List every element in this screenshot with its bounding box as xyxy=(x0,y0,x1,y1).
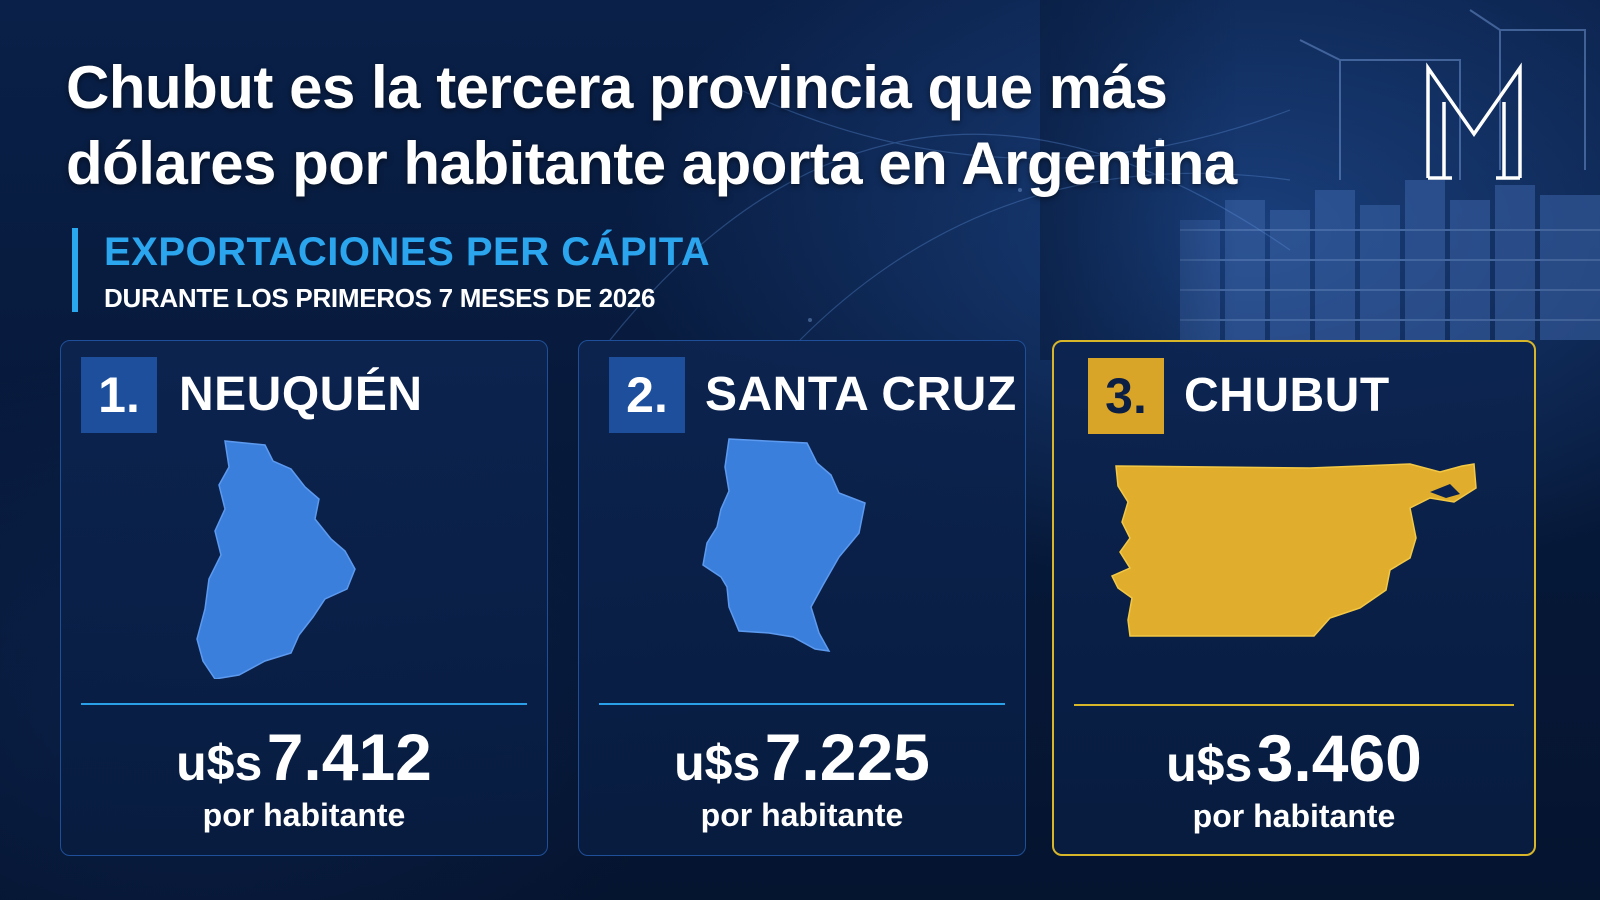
rank-badge: 3. xyxy=(1088,358,1164,434)
currency-label: u$s xyxy=(674,735,761,791)
card-neuquen: 1. NEUQUÉN u$s 7.412 por habitante xyxy=(60,340,548,856)
subtitle-title: EXPORTACIONES PER CÁPITA xyxy=(104,230,711,274)
export-amount: u$s 3.460 xyxy=(1054,718,1534,817)
export-value: 3.460 xyxy=(1256,721,1422,795)
headline-line-2: dólares por habitante aporta en Argentin… xyxy=(66,130,1237,197)
province-name: NEUQUÉN xyxy=(179,368,423,421)
province-name: CHUBUT xyxy=(1184,369,1390,422)
province-name: SANTA CRUZ xyxy=(705,368,1017,421)
export-amount: u$s 7.412 xyxy=(61,717,547,816)
card-chubut: 3. CHUBUT u$s 3.460 por habitante xyxy=(1052,340,1536,856)
card-divider xyxy=(599,703,1005,705)
headline-line-1: Chubut es la tercera provincia que más xyxy=(66,54,1168,121)
network-arcs-decoration xyxy=(609,79,1291,341)
export-value: 7.412 xyxy=(266,720,432,794)
export-amount: u$s 7.225 xyxy=(579,717,1025,816)
headline: Chubut es la tercera provincia que más d… xyxy=(66,50,1366,202)
subtitle-accent-bar xyxy=(72,228,78,312)
export-value: 7.225 xyxy=(764,720,930,794)
unit-label: por habitante xyxy=(700,797,904,833)
card-santa-cruz: 2. SANTA CRUZ u$s 7.225 por habitante xyxy=(578,340,1026,856)
unit-label: por habitante xyxy=(1192,798,1396,834)
currency-label: u$s xyxy=(1166,736,1253,792)
card-divider xyxy=(1074,704,1514,706)
unit-label: por habitante xyxy=(202,797,406,833)
currency-label: u$s xyxy=(176,735,263,791)
chubut-map-icon xyxy=(1110,463,1477,637)
port-containers-background xyxy=(1040,0,1600,360)
subtitle-period: DURANTE LOS PRIMEROS 7 MESES DE 2026 xyxy=(104,283,656,313)
neuquen-map-icon xyxy=(196,440,356,679)
card-divider xyxy=(81,703,527,705)
santa-cruz-map-icon xyxy=(702,438,866,652)
rank-badge: 2. xyxy=(609,357,685,433)
m-monogram-logo xyxy=(1426,62,1522,180)
rank-badge: 1. xyxy=(81,357,157,433)
